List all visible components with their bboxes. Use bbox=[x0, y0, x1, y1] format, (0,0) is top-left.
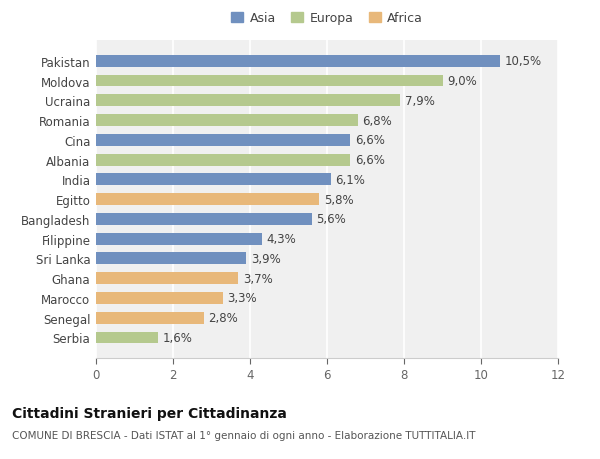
Text: 10,5%: 10,5% bbox=[505, 55, 542, 68]
Bar bbox=[96, 115, 358, 127]
Text: 5,6%: 5,6% bbox=[316, 213, 346, 226]
Text: 9,0%: 9,0% bbox=[447, 75, 477, 88]
Text: 6,8%: 6,8% bbox=[362, 114, 392, 127]
Bar bbox=[96, 213, 311, 225]
Text: 1,6%: 1,6% bbox=[162, 331, 192, 344]
Bar bbox=[96, 56, 500, 67]
Bar bbox=[96, 253, 246, 265]
Text: 6,6%: 6,6% bbox=[355, 154, 385, 167]
Text: 3,7%: 3,7% bbox=[243, 272, 273, 285]
Bar bbox=[96, 134, 350, 146]
Text: 6,1%: 6,1% bbox=[335, 174, 365, 186]
Text: 2,8%: 2,8% bbox=[208, 312, 238, 325]
Text: 4,3%: 4,3% bbox=[266, 233, 296, 246]
Text: 3,3%: 3,3% bbox=[227, 292, 257, 305]
Text: COMUNE DI BRESCIA - Dati ISTAT al 1° gennaio di ogni anno - Elaborazione TUTTITA: COMUNE DI BRESCIA - Dati ISTAT al 1° gen… bbox=[12, 431, 476, 441]
Bar bbox=[96, 95, 400, 107]
Text: 7,9%: 7,9% bbox=[405, 95, 434, 107]
Text: 3,9%: 3,9% bbox=[251, 252, 281, 265]
Text: Cittadini Stranieri per Cittadinanza: Cittadini Stranieri per Cittadinanza bbox=[12, 406, 287, 420]
Bar bbox=[96, 273, 238, 285]
Bar bbox=[96, 292, 223, 304]
Bar bbox=[96, 154, 350, 166]
Legend: Asia, Europa, Africa: Asia, Europa, Africa bbox=[229, 10, 425, 28]
Text: 6,6%: 6,6% bbox=[355, 134, 385, 147]
Bar bbox=[96, 312, 204, 324]
Bar bbox=[96, 174, 331, 186]
Bar bbox=[96, 194, 319, 206]
Bar bbox=[96, 332, 158, 344]
Bar bbox=[96, 233, 262, 245]
Bar bbox=[96, 75, 443, 87]
Text: 5,8%: 5,8% bbox=[324, 193, 353, 206]
